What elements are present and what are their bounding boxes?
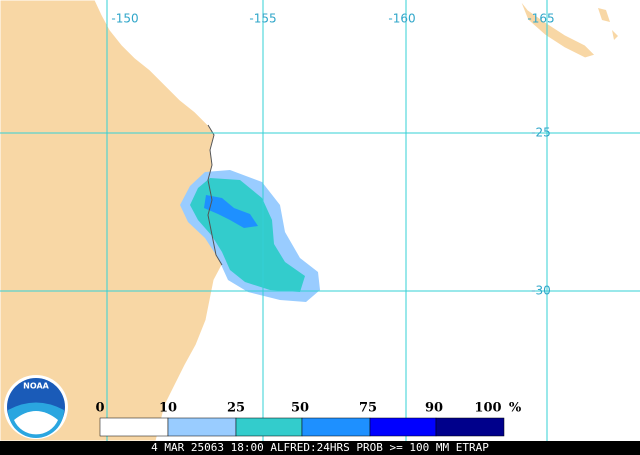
legend-swatch: [235, 417, 303, 437]
caption-bar: [0, 441, 640, 455]
caption: 4 MAR 25063 18:00 ALFRED:24HRS PROB >= 1…: [151, 441, 489, 454]
legend-swatch: [167, 417, 237, 437]
legend-label: 10: [159, 401, 177, 416]
logo-gull: [14, 411, 58, 435]
logo-text: NOAA: [23, 382, 49, 391]
island: [612, 30, 618, 40]
legend-swatch: [435, 417, 505, 437]
legend-swatch: [369, 417, 437, 437]
legend-unit: %: [509, 401, 522, 416]
grid: [0, 0, 640, 441]
lat-label: -25: [531, 126, 551, 140]
legend-label: 25: [227, 401, 245, 416]
lat-label: -30: [531, 284, 551, 298]
legend-swatch: [99, 417, 169, 437]
legend-swatch: [301, 417, 371, 437]
prob-50-75: [204, 195, 258, 228]
legend-label: 75: [359, 401, 377, 416]
legend-label: 100: [474, 401, 501, 416]
noaa-logo: NOAA: [4, 375, 68, 439]
lon-label: -155: [249, 12, 276, 26]
lon-label: -165: [527, 12, 554, 26]
new-caledonia: [519, 0, 596, 59]
island: [598, 8, 610, 22]
legend-label: 0: [95, 401, 104, 416]
legend-label: 50: [291, 401, 309, 416]
legend-label: 90: [425, 401, 443, 416]
lon-label: -160: [388, 12, 415, 26]
coast-line: [207, 124, 223, 266]
lon-label: -150: [111, 12, 138, 26]
